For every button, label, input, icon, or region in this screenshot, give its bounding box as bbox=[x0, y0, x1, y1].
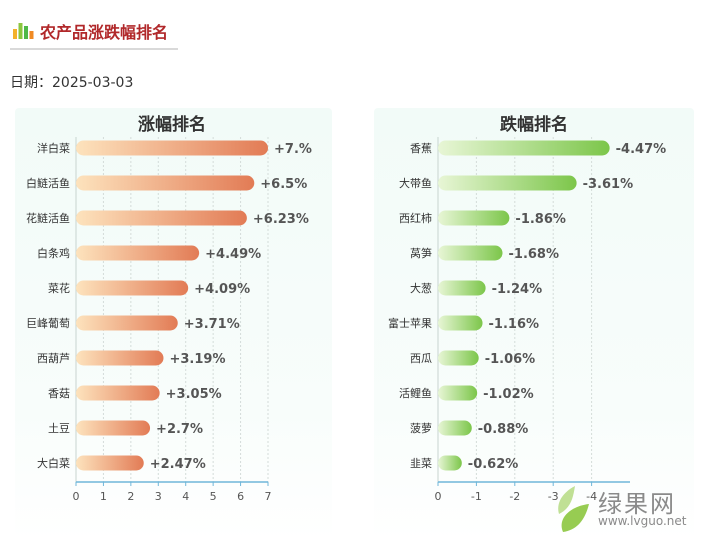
chart-title: 涨幅排名 bbox=[138, 114, 206, 135]
chart-title: 跌幅排名 bbox=[500, 114, 568, 135]
bar bbox=[76, 175, 255, 191]
x-tick-label: 4 bbox=[182, 490, 189, 503]
watermark-name: 绿果网 bbox=[598, 490, 676, 518]
bar bbox=[438, 280, 486, 296]
category-label: 白条鸡 bbox=[37, 246, 70, 260]
value-label: -1.06% bbox=[485, 352, 535, 367]
value-label: -1.86% bbox=[515, 212, 566, 227]
value-label: -4.47% bbox=[616, 142, 667, 157]
fall-chart: 跌幅排名 0 -1 -2 -3 -4 香蕉 -4.47% 大带鱼 -3.61% 西红柿 -1.86% 莴… bbox=[388, 114, 667, 503]
watermark-url: www.lvguo.net bbox=[598, 514, 687, 528]
bar-chart-icon bbox=[13, 23, 34, 39]
category-label: 土豆 bbox=[48, 422, 70, 435]
bar bbox=[438, 350, 479, 366]
bar bbox=[438, 420, 472, 436]
category-label: 韭菜 bbox=[410, 457, 432, 470]
category-label: 菠萝 bbox=[410, 422, 432, 435]
fall-chart-panel: 跌幅排名 0 -1 -2 -3 -4 香蕉 -4.47% 大带鱼 -3.61% 西红柿 -1.86% 莴… bbox=[374, 108, 694, 540]
value-label: +4.49% bbox=[205, 247, 261, 262]
value-label: -1.02% bbox=[483, 387, 533, 402]
date-label: 日期： bbox=[10, 75, 52, 91]
value-label: +6.23% bbox=[253, 212, 309, 227]
bar bbox=[438, 210, 510, 226]
bar bbox=[76, 455, 144, 471]
category-label: 西葫芦 bbox=[37, 352, 70, 365]
bar bbox=[76, 315, 178, 331]
page-header: 农产品涨跌幅排名 bbox=[10, 18, 178, 50]
category-label: 香蕉 bbox=[410, 142, 432, 155]
x-tick-label: -1 bbox=[471, 490, 482, 503]
x-tick-label: 0 bbox=[435, 490, 442, 503]
value-label: +6.5% bbox=[260, 177, 307, 192]
category-label: 西瓜 bbox=[410, 352, 432, 365]
bar bbox=[76, 420, 151, 436]
value-label: +2.7% bbox=[156, 422, 203, 437]
x-tick-label: 1 bbox=[100, 490, 107, 503]
bar bbox=[76, 280, 189, 296]
bar bbox=[438, 315, 483, 331]
category-label: 大葱 bbox=[410, 281, 432, 295]
value-label: -1.24% bbox=[492, 282, 542, 297]
value-label: +4.09% bbox=[194, 282, 250, 297]
category-label: 富士苹果 bbox=[388, 316, 432, 330]
x-tick-label: 7 bbox=[265, 490, 272, 503]
category-label: 花鲢活鱼 bbox=[26, 211, 70, 225]
leaf-logo-icon bbox=[558, 486, 589, 532]
category-label: 白鲢活鱼 bbox=[26, 176, 70, 190]
category-label: 菜花 bbox=[48, 282, 70, 295]
category-label: 巨峰葡萄 bbox=[26, 317, 70, 330]
x-tick-label: 3 bbox=[155, 490, 162, 503]
value-label: -0.62% bbox=[468, 457, 519, 472]
bar bbox=[76, 210, 247, 226]
category-label: 莴笋 bbox=[410, 246, 432, 260]
value-label: -1.16% bbox=[489, 317, 540, 332]
bar bbox=[76, 140, 268, 156]
category-label: 香菇 bbox=[48, 386, 70, 400]
date-value: 2025-03-03 bbox=[52, 75, 134, 91]
x-tick-label: 5 bbox=[210, 490, 217, 503]
x-tick-label: -3 bbox=[548, 490, 559, 503]
x-tick-label: -2 bbox=[509, 490, 520, 503]
bar bbox=[438, 140, 610, 156]
date-line: 日期：2025-03-03 bbox=[10, 72, 133, 92]
x-tick-label: 2 bbox=[127, 490, 134, 503]
bar bbox=[76, 245, 200, 261]
page-title: 农产品涨跌幅排名 bbox=[40, 23, 169, 42]
value-label: -1.68% bbox=[509, 247, 559, 262]
category-label: 洋白菜 bbox=[37, 141, 70, 155]
x-tick-label: 0 bbox=[73, 490, 80, 503]
category-label: 西红柿 bbox=[399, 211, 432, 225]
value-label: +3.19% bbox=[169, 352, 225, 367]
x-tick-label: -4 bbox=[586, 490, 597, 503]
bar bbox=[76, 350, 164, 366]
value-label: -0.88% bbox=[478, 422, 529, 437]
value-label: +7.% bbox=[274, 142, 312, 157]
bar bbox=[438, 385, 478, 401]
bar bbox=[438, 245, 503, 261]
value-label: +3.05% bbox=[166, 387, 222, 402]
rise-chart-panel: 涨幅排名 0 1 2 3 4 5 6 7 洋白菜 +7.% 白鲢活鱼 +6.5% 花鲢活鱼 +6.23% 白条… bbox=[15, 108, 332, 540]
category-label: 大白菜 bbox=[37, 456, 70, 470]
watermark: 绿果网 www.lvguo.net bbox=[553, 484, 703, 544]
bar bbox=[438, 175, 577, 191]
bar bbox=[76, 385, 160, 401]
value-label: +3.71% bbox=[184, 317, 240, 332]
value-label: +2.47% bbox=[150, 457, 206, 472]
x-tick-label: 6 bbox=[237, 490, 244, 503]
rise-chart: 涨幅排名 0 1 2 3 4 5 6 7 洋白菜 +7.% 白鲢活鱼 +6.5% 花鲢活鱼 +6.23% 白条… bbox=[26, 114, 312, 503]
bar bbox=[438, 455, 462, 471]
category-label: 活鲤鱼 bbox=[399, 386, 432, 400]
value-label: -3.61% bbox=[583, 177, 634, 192]
category-label: 大带鱼 bbox=[399, 176, 432, 190]
